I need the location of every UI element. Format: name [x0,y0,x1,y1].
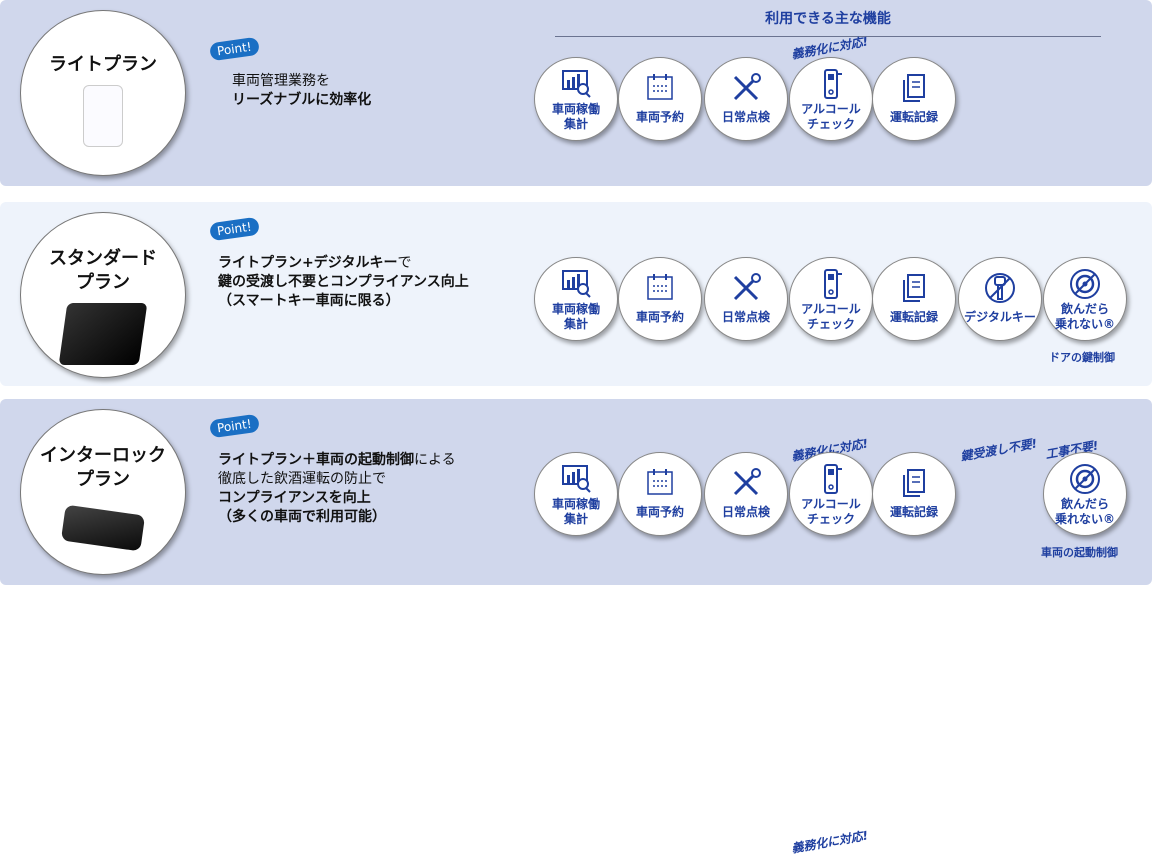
feature-label: 乗れない® [1054,512,1115,526]
plan-name: スタンダード プラン [49,248,157,293]
feature-label: 乗れない® [1054,317,1115,331]
tools-icon [733,273,761,301]
feature-label: アルコール [801,302,861,316]
feature-label: 集計 [563,512,588,526]
plan-name: インターロック プラン [40,445,166,490]
feature-label: デジタルキー [964,310,1036,324]
calendar-icon [647,469,673,495]
light-plan-row: ライトプラン Point! 車両管理業務を リーズナブルに効率化 [0,0,1152,186]
feature-label: アルコール [801,497,861,511]
feature-usage: 車両稼働 集計 [534,257,618,341]
no-steering-wheel-icon [1070,464,1100,494]
feature-caption: 車両の起動制御 [1041,546,1118,559]
feature-badge: 義務化に対応! [790,828,870,856]
tools-icon [733,468,761,496]
feature-inspect: 日常点検 [704,57,788,141]
feature-label: チェック [806,317,855,331]
feature-alcohol: アルコール チェック [789,57,873,141]
smartphone-image [83,85,123,147]
feature-label: 車両予約 [635,110,684,124]
feature-label: 集計 [563,317,588,331]
document-icon [903,469,925,497]
point-badge: Point! [208,216,260,242]
feature-label: チェック [806,512,855,526]
alcohol-checker-icon [824,464,842,494]
plan-description: ライトプラン+デジタルキーで 鍵の受渡し不要とコンプライアンス向上 （スマートキー車… [218,255,469,309]
feature-label: アルコール [801,102,861,116]
feature-label: 車両稼働 [551,302,600,316]
feature-interlock: 飲んだら 乗れない® [1043,257,1127,341]
plan-name: ライトプラン [49,54,157,75]
point-badge: Point! [208,413,260,439]
tools-icon [733,73,761,101]
alcohol-checker-icon [824,69,842,99]
feature-alcohol: アルコール チェック [789,452,873,536]
feature-label: 飲んだら [1060,497,1109,511]
feature-label: 運転記録 [889,310,938,324]
interlock-unit-image [60,504,146,552]
calendar-icon [647,274,673,300]
feature-alcohol: アルコール チェック [789,257,873,341]
feature-label: 日常点検 [721,110,770,124]
feature-label: 車両予約 [635,505,684,519]
feature-caption: ドアの鍵制御 [1049,351,1115,364]
feature-label: 集計 [563,117,588,131]
feature-label: 運転記録 [889,110,938,124]
feature-reserve: 車両予約 [618,452,702,536]
document-icon [903,74,925,102]
chart-search-icon [562,270,591,298]
digital-key-box-image [58,303,148,365]
plan-circle: ライトプラン [20,10,186,176]
feature-label: 車両稼働 [551,497,600,511]
alcohol-checker-icon [824,269,842,299]
feature-log: 運転記録 [872,257,956,341]
chart-search-icon [562,70,591,98]
no-steering-wheel-icon [1070,269,1100,299]
plan-circle: インターロック プラン [20,409,186,575]
feature-interlock: 飲んだら 乗れない® [1043,452,1127,536]
feature-inspect: 日常点検 [704,452,788,536]
feature-usage: 車両稼働 集計 [534,57,618,141]
feature-reserve: 車両予約 [618,257,702,341]
feature-label: チェック [806,117,855,131]
calendar-icon [647,74,673,100]
feature-reserve: 車両予約 [618,57,702,141]
plan-description: ライトプラン＋車両の起動制御による 徹底した飲酒運転の防止で コンプライアンスを向上… [218,452,456,525]
features-title: 利用できる主な機能 [555,8,1101,37]
point-badge: Point! [208,36,260,62]
feature-label: 運転記録 [889,505,938,519]
feature-label: 車両予約 [635,310,684,324]
chart-search-icon [562,465,591,493]
key-icon [985,273,1015,303]
plan-circle: スタンダード プラン [20,212,186,378]
feature-label: 日常点検 [721,310,770,324]
feature-log: 運転記録 [872,452,956,536]
document-icon [903,274,925,302]
feature-log: 運転記録 [872,57,956,141]
plan-description: 車両管理業務を リーズナブルに効率化 [232,73,372,108]
feature-usage: 車両稼働 集計 [534,452,618,536]
feature-label: 車両稼働 [551,102,600,116]
feature-label: 飲んだら [1060,302,1109,316]
feature-label: 日常点検 [721,505,770,519]
feature-digikey: デジタルキー [958,257,1042,341]
feature-inspect: 日常点検 [704,257,788,341]
